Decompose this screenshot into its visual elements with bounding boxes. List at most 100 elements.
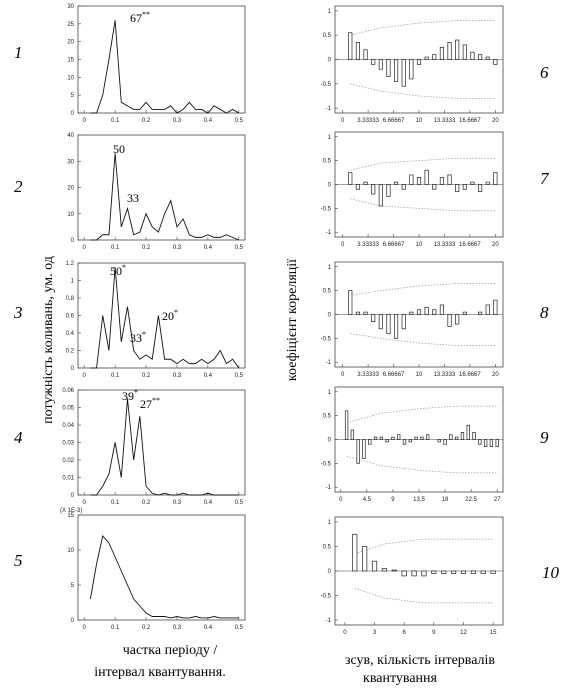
x-tick-label: 6.66667 (383, 118, 405, 124)
bar (401, 59, 406, 87)
bar (447, 174, 452, 185)
bar (394, 59, 399, 82)
panel-number: 10 (542, 563, 560, 582)
bar (470, 181, 475, 185)
bar (431, 570, 437, 574)
bar (348, 290, 353, 315)
bar (344, 410, 349, 440)
confidence-band (354, 538, 494, 555)
confidence-band (350, 333, 496, 346)
bar (493, 172, 498, 185)
bar (493, 59, 498, 65)
x-tick-label: 27 (494, 497, 501, 503)
bar (460, 570, 467, 574)
y-tick-label: 0 (71, 366, 75, 372)
bar (371, 314, 376, 323)
annotation-mark: ** (142, 10, 150, 19)
bar (432, 54, 437, 60)
y-tick-label: -0.5 (321, 82, 332, 88)
bar (451, 570, 457, 574)
bar (363, 181, 368, 185)
x-tick-label: 15 (490, 630, 497, 636)
x-tick-label: 0 (341, 372, 345, 378)
x-tick-label: 0 (341, 118, 345, 124)
x-tick-label: 13.5 (413, 497, 425, 503)
bar (455, 39, 460, 60)
y-tick-label: 0 (71, 618, 75, 624)
x-tick-label: 0.5 (235, 500, 244, 506)
bar (478, 311, 483, 315)
y-tick-label: 1 (328, 265, 332, 271)
y-tick-label: -1 (326, 618, 332, 624)
x-tick-label: 10 (416, 242, 423, 248)
panel-number: 1 (14, 43, 23, 62)
annotation: 67** (130, 10, 150, 25)
x-tick-label: 4.5 (363, 497, 372, 503)
y-tick-label: -0.5 (321, 336, 332, 342)
annotation: 50* (110, 263, 126, 278)
x-tick-label: 0 (343, 630, 347, 636)
bar (385, 439, 389, 443)
y-tick-label: 0.04 (62, 423, 74, 429)
y-tick-label: -0.5 (321, 594, 332, 600)
x-tick-label: 16.6667 (459, 118, 481, 124)
confidence-band (354, 587, 494, 604)
y-tick-label: -0.5 (321, 461, 332, 467)
bar (411, 570, 417, 577)
x-tick-label: 20 (492, 372, 499, 378)
y-tick-label: -1 (326, 106, 332, 112)
y-tick-label: 0 (328, 183, 332, 189)
y-axis-label: потужність коливань, ум. од (41, 256, 56, 424)
bar (455, 314, 460, 325)
bar (490, 570, 496, 574)
annotation-text: 39 (122, 389, 134, 403)
annotation-mark: * (134, 388, 138, 397)
bar (455, 436, 459, 440)
bar (478, 184, 483, 193)
confidence-band (350, 283, 496, 296)
y-tick-label: 5 (71, 93, 75, 99)
x-tick-label: 0 (83, 118, 87, 124)
bar (386, 184, 391, 197)
annotation-mark: * (174, 308, 178, 317)
x-tick-label: 0.2 (142, 373, 151, 379)
bar (416, 59, 422, 65)
bar (432, 184, 437, 190)
y-tick-label: 20 (67, 186, 74, 192)
bar (472, 431, 476, 440)
y-tick-label: 10 (67, 212, 74, 218)
x-tick-label: 0 (341, 242, 345, 248)
y-tick-label: 0.5 (323, 159, 332, 165)
bar (432, 309, 437, 315)
bar (386, 59, 391, 77)
y-tick-label: 1.2 (66, 261, 75, 267)
panel-number: 3 (13, 303, 23, 322)
x-tick-label: 0.5 (235, 118, 244, 124)
bar (402, 439, 407, 445)
panel-number: 2 (14, 177, 23, 196)
x-tick-label: 0.4 (204, 373, 213, 379)
bar (414, 436, 418, 440)
x-tick-label: 6.66667 (383, 372, 405, 378)
bar (386, 314, 391, 334)
bar (437, 439, 441, 443)
annotation-mark: * (142, 330, 146, 339)
x-tick-label: 0.1 (111, 625, 120, 631)
x-tick-label: 10 (416, 118, 423, 124)
y-tick-label: 0 (71, 493, 75, 499)
bar (478, 54, 483, 60)
bar (409, 174, 414, 185)
bar (368, 439, 372, 445)
bar (350, 429, 355, 440)
bar (409, 311, 414, 315)
bar (362, 439, 366, 459)
bar (426, 434, 430, 440)
y-tick-label: 10 (67, 548, 74, 554)
annotation: 33* (130, 330, 146, 345)
bar (363, 49, 368, 60)
annotation: 33 (127, 191, 139, 205)
spectrum-line (89, 535, 239, 619)
plot-frame (77, 5, 246, 114)
x-tick-label: 0.5 (235, 373, 244, 379)
bar (447, 314, 452, 327)
